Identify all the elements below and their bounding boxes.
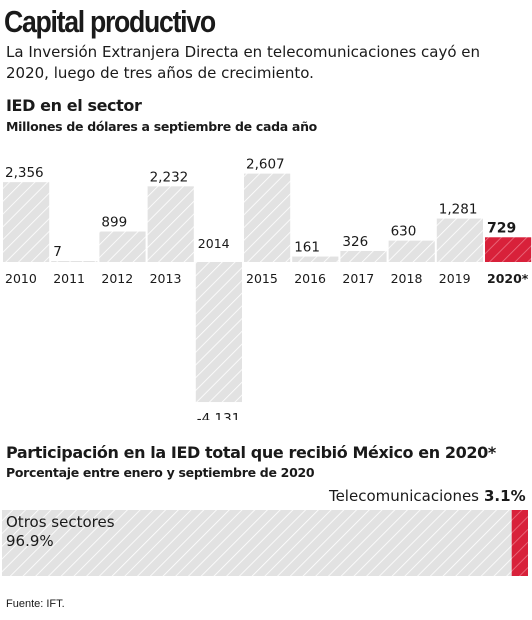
category-label-2018: 2018 (391, 271, 423, 286)
bar-2018 (388, 240, 435, 262)
category-label-2017: 2017 (342, 271, 374, 286)
bar-chart-title: IED en el sector (6, 96, 142, 115)
share-label-otros-sectores: Otros sectores (6, 513, 115, 531)
category-label-2016: 2016 (294, 271, 326, 286)
category-label-2015: 2015 (246, 271, 278, 286)
share-label-telecomunicaciones: Telecomunicaciones (328, 487, 479, 505)
share-value-telecomunicaciones: 3.1% (484, 487, 526, 505)
bar-2015 (244, 173, 291, 262)
bar-chart-subtitle: Millones de dólares a septiembre de cada… (6, 119, 317, 134)
bar-2011 (51, 261, 98, 262)
source-note: Fuente: IFT. (6, 598, 65, 610)
category-label-2019: 2019 (439, 271, 471, 286)
category-label-2012: 2012 (101, 271, 133, 286)
bar-2017 (340, 250, 387, 262)
value-label-2019: 1,281 (439, 202, 478, 218)
value-label-2011: 7 (53, 244, 62, 260)
bar-2014 (195, 262, 242, 403)
value-label-2018: 630 (391, 224, 417, 240)
share-bar-telecomunicaciones (511, 510, 528, 576)
value-label-2016: 161 (294, 240, 320, 256)
value-label-2017: 326 (342, 234, 368, 250)
bar-2020 (485, 237, 532, 262)
bar-2010 (3, 182, 50, 262)
value-label-2012: 899 (101, 215, 127, 231)
chart-title: Capital productivo (4, 4, 216, 39)
category-label-2020: 2020* (487, 271, 529, 286)
bar-2019 (436, 218, 483, 262)
value-label-2020: 729 (487, 220, 516, 236)
category-label-2010: 2010 (5, 271, 37, 286)
value-label-2015: 2,607 (246, 157, 285, 173)
value-label-2014: -4,131 (197, 411, 241, 420)
chart-subtitle: La Inversión Extranjera Directa en telec… (6, 43, 481, 82)
category-label-2011: 2011 (53, 271, 85, 286)
bar-2013 (147, 186, 194, 262)
share-chart-title: Participación en la IED total que recibi… (6, 443, 496, 462)
category-label-2014: 2014 (198, 236, 230, 251)
share-chart-subtitle: Porcentaje entre enero y septiembre de 2… (6, 465, 315, 480)
bar-2016 (292, 256, 339, 262)
share-value-otros-sectores: 96.9% (6, 532, 54, 550)
share-bar-otros-sectores (2, 510, 512, 576)
category-label-2013: 2013 (150, 271, 182, 286)
value-label-2013: 2,232 (150, 169, 189, 185)
bar-2012 (99, 231, 146, 262)
annual-fdi-bar-chart: 2,356 2010 7 2011 899 2012 2,232 2013 -4,131 2014… (3, 157, 532, 420)
value-label-2010: 2,356 (5, 165, 44, 181)
